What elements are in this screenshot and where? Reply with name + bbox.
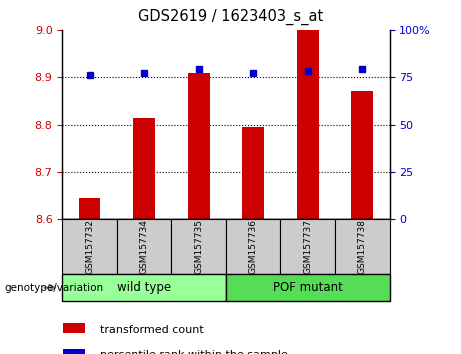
Bar xyxy=(117,219,171,274)
Bar xyxy=(133,118,155,219)
Text: GSM157732: GSM157732 xyxy=(85,219,94,274)
Bar xyxy=(297,30,319,219)
Text: transformed count: transformed count xyxy=(100,325,203,335)
Bar xyxy=(62,219,117,274)
Bar xyxy=(226,219,280,274)
Text: GSM157738: GSM157738 xyxy=(358,219,367,274)
Bar xyxy=(188,73,209,219)
Bar xyxy=(63,323,85,333)
Bar xyxy=(63,349,85,354)
Text: GDS2619 / 1623403_s_at: GDS2619 / 1623403_s_at xyxy=(138,9,323,25)
Text: wild type: wild type xyxy=(117,281,171,294)
Bar xyxy=(226,274,390,301)
Text: genotype/variation: genotype/variation xyxy=(5,282,104,293)
Bar xyxy=(242,127,264,219)
Bar xyxy=(171,219,226,274)
Bar xyxy=(280,219,335,274)
Bar xyxy=(78,198,100,219)
Text: GSM157737: GSM157737 xyxy=(303,219,312,274)
Bar xyxy=(62,274,226,301)
Bar xyxy=(335,219,390,274)
Text: GSM157734: GSM157734 xyxy=(140,219,148,274)
Text: GSM157736: GSM157736 xyxy=(248,219,258,274)
Text: GSM157735: GSM157735 xyxy=(194,219,203,274)
Text: percentile rank within the sample: percentile rank within the sample xyxy=(100,350,288,354)
Bar xyxy=(351,91,373,219)
Text: POF mutant: POF mutant xyxy=(273,281,343,294)
